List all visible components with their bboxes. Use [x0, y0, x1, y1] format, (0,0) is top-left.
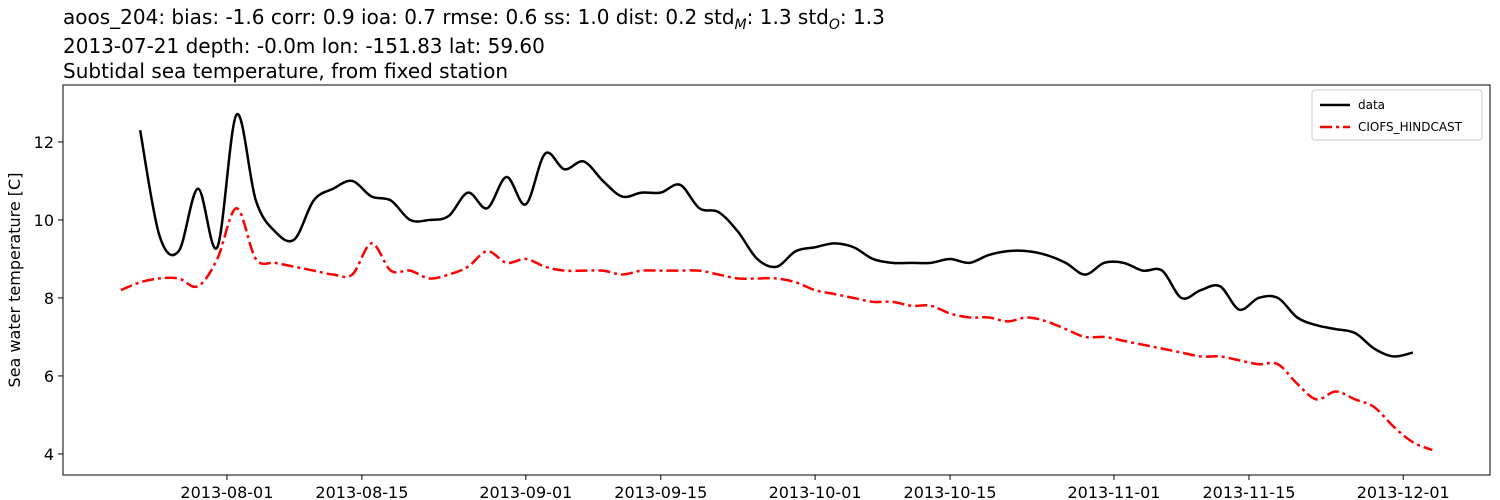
x-tick-label: 2013-11-15: [1202, 483, 1295, 500]
legend-label: data: [1358, 98, 1385, 112]
data-line: [138, 113, 1414, 358]
plot-frame: [62, 84, 1491, 476]
x-tick-label: 2013-11-01: [1067, 483, 1160, 500]
y-tick-label: 8: [44, 289, 54, 308]
y-tick-label: 10: [34, 211, 54, 230]
x-tick-label: 2013-08-01: [180, 483, 273, 500]
x-tick-label: 2013-09-01: [479, 483, 572, 500]
x-tick-label: 2013-08-15: [315, 483, 408, 500]
title-part: : 1.3 std: [747, 5, 829, 29]
y-tick-label: 6: [44, 367, 54, 386]
title-part: : 1.3: [840, 5, 885, 29]
y-tick-label: 4: [44, 445, 54, 464]
y-axis-label: Sea water temperature [C]: [5, 173, 24, 388]
x-tick-label: 2013-10-01: [769, 483, 862, 500]
x-tick-label: 2013-12-01: [1357, 483, 1450, 500]
y-tick-label: 12: [34, 133, 54, 152]
legend-label: CIOFS_HINDCAST: [1358, 120, 1463, 134]
title-part: O: [829, 17, 840, 33]
legend-box: [1311, 89, 1483, 141]
title-part: aoos_204: bias: -1.6 corr: 0.9 ioa: 0.7 …: [63, 5, 735, 29]
x-tick-label: 2013-09-15: [614, 483, 707, 500]
chart-subtitle: Subtidal sea temperature, from fixed sta…: [63, 59, 508, 83]
title-part: M: [735, 17, 747, 33]
chart-subtitle: 2013-07-21 depth: -0.0m lon: -151.83 lat…: [63, 34, 545, 58]
chart-title: aoos_204: bias: -1.6 corr: 0.9 ioa: 0.7 …: [63, 5, 885, 33]
x-tick-label: 2013-10-15: [904, 483, 997, 500]
data-line: [120, 206, 1433, 452]
